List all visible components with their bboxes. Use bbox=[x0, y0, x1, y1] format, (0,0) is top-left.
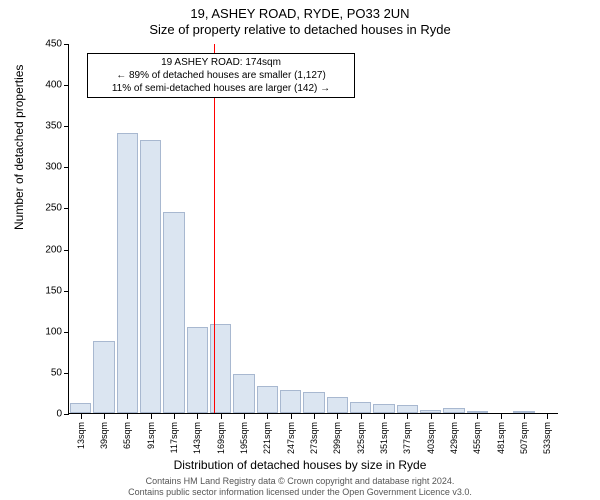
xtick-label: 169sqm bbox=[216, 422, 226, 454]
ytick-label: 200 bbox=[32, 244, 62, 255]
histogram-bar bbox=[420, 410, 441, 413]
xtick-mark bbox=[244, 414, 245, 419]
ytick-mark bbox=[64, 167, 69, 168]
ytick-mark bbox=[64, 332, 69, 333]
xtick-label: 273sqm bbox=[309, 422, 319, 454]
xtick-label: 533sqm bbox=[542, 422, 552, 454]
xtick-label: 117sqm bbox=[169, 422, 179, 453]
histogram-bar bbox=[373, 404, 394, 413]
ytick-mark bbox=[64, 373, 69, 374]
xtick-label: 91sqm bbox=[146, 422, 156, 449]
ytick-mark bbox=[64, 208, 69, 209]
ytick-mark bbox=[64, 291, 69, 292]
histogram-bar bbox=[233, 374, 254, 413]
ytick-label: 350 bbox=[32, 121, 62, 132]
ytick-label: 450 bbox=[32, 39, 62, 50]
xtick-mark bbox=[197, 414, 198, 419]
xtick-mark bbox=[267, 414, 268, 419]
xtick-label: 39sqm bbox=[99, 422, 109, 449]
histogram-bar bbox=[117, 133, 138, 413]
xtick-mark bbox=[524, 414, 525, 419]
xtick-mark bbox=[431, 414, 432, 419]
ytick-label: 100 bbox=[32, 326, 62, 337]
annotation-line: 19 ASHEY ROAD: 174sqm bbox=[94, 56, 348, 69]
xtick-mark bbox=[174, 414, 175, 419]
histogram-bar bbox=[443, 408, 464, 413]
histogram-bar bbox=[327, 397, 348, 413]
xtick-mark bbox=[407, 414, 408, 419]
histogram-bar bbox=[397, 405, 418, 413]
xtick-label: 351sqm bbox=[379, 422, 389, 454]
annotation-line: ← 89% of detached houses are smaller (1,… bbox=[94, 69, 348, 82]
histogram-bar bbox=[350, 402, 371, 413]
x-axis-label: Distribution of detached houses by size … bbox=[0, 458, 600, 472]
chart-area: 05010015020025030035040045013sqm39sqm65s… bbox=[68, 44, 558, 414]
histogram-bar bbox=[163, 212, 184, 413]
xtick-mark bbox=[127, 414, 128, 419]
histogram-bar bbox=[140, 140, 161, 413]
ytick-label: 300 bbox=[32, 162, 62, 173]
footer-attribution: Contains HM Land Registry data © Crown c… bbox=[0, 476, 600, 498]
ytick-label: 50 bbox=[32, 367, 62, 378]
ytick-mark bbox=[64, 414, 69, 415]
ytick-label: 0 bbox=[32, 409, 62, 420]
histogram-bar bbox=[280, 390, 301, 413]
xtick-label: 13sqm bbox=[76, 422, 86, 449]
xtick-label: 429sqm bbox=[449, 422, 459, 454]
xtick-label: 507sqm bbox=[519, 422, 529, 454]
xtick-mark bbox=[501, 414, 502, 419]
footer-line-1: Contains HM Land Registry data © Crown c… bbox=[0, 476, 600, 487]
histogram-bar bbox=[303, 392, 324, 413]
xtick-label: 195sqm bbox=[239, 422, 249, 454]
chart-title-sub: Size of property relative to detached ho… bbox=[0, 21, 600, 37]
xtick-mark bbox=[314, 414, 315, 419]
xtick-label: 143sqm bbox=[192, 422, 202, 454]
xtick-label: 65sqm bbox=[122, 422, 132, 449]
histogram-bar bbox=[513, 411, 534, 413]
xtick-label: 325sqm bbox=[356, 422, 366, 454]
ytick-label: 150 bbox=[32, 285, 62, 296]
xtick-mark bbox=[477, 414, 478, 419]
annotation-line: 11% of semi-detached houses are larger (… bbox=[94, 82, 348, 95]
histogram-bar bbox=[187, 327, 208, 413]
histogram-bar bbox=[467, 411, 488, 413]
xtick-mark bbox=[151, 414, 152, 419]
xtick-label: 247sqm bbox=[286, 422, 296, 454]
xtick-mark bbox=[221, 414, 222, 419]
footer-line-2: Contains public sector information licen… bbox=[0, 487, 600, 498]
ytick-mark bbox=[64, 44, 69, 45]
xtick-mark bbox=[361, 414, 362, 419]
xtick-mark bbox=[81, 414, 82, 419]
chart-title-main: 19, ASHEY ROAD, RYDE, PO33 2UN bbox=[0, 0, 600, 21]
ytick-mark bbox=[64, 126, 69, 127]
xtick-mark bbox=[337, 414, 338, 419]
y-axis-label: Number of detached properties bbox=[12, 65, 26, 230]
ytick-label: 250 bbox=[32, 203, 62, 214]
xtick-mark bbox=[454, 414, 455, 419]
xtick-mark bbox=[547, 414, 548, 419]
histogram-bar bbox=[70, 403, 91, 413]
histogram-bar bbox=[93, 341, 114, 413]
xtick-label: 299sqm bbox=[332, 422, 342, 454]
xtick-mark bbox=[104, 414, 105, 419]
xtick-label: 481sqm bbox=[496, 422, 506, 454]
annotation-box: 19 ASHEY ROAD: 174sqm← 89% of detached h… bbox=[87, 53, 355, 98]
ytick-mark bbox=[64, 85, 69, 86]
xtick-label: 377sqm bbox=[402, 422, 412, 454]
xtick-label: 221sqm bbox=[262, 422, 272, 454]
xtick-label: 403sqm bbox=[426, 422, 436, 454]
histogram-bar bbox=[257, 386, 278, 413]
xtick-mark bbox=[384, 414, 385, 419]
ytick-mark bbox=[64, 250, 69, 251]
reference-line bbox=[214, 44, 215, 413]
plot-region: 05010015020025030035040045013sqm39sqm65s… bbox=[68, 44, 558, 414]
xtick-label: 455sqm bbox=[472, 422, 482, 454]
xtick-mark bbox=[291, 414, 292, 419]
ytick-label: 400 bbox=[32, 80, 62, 91]
